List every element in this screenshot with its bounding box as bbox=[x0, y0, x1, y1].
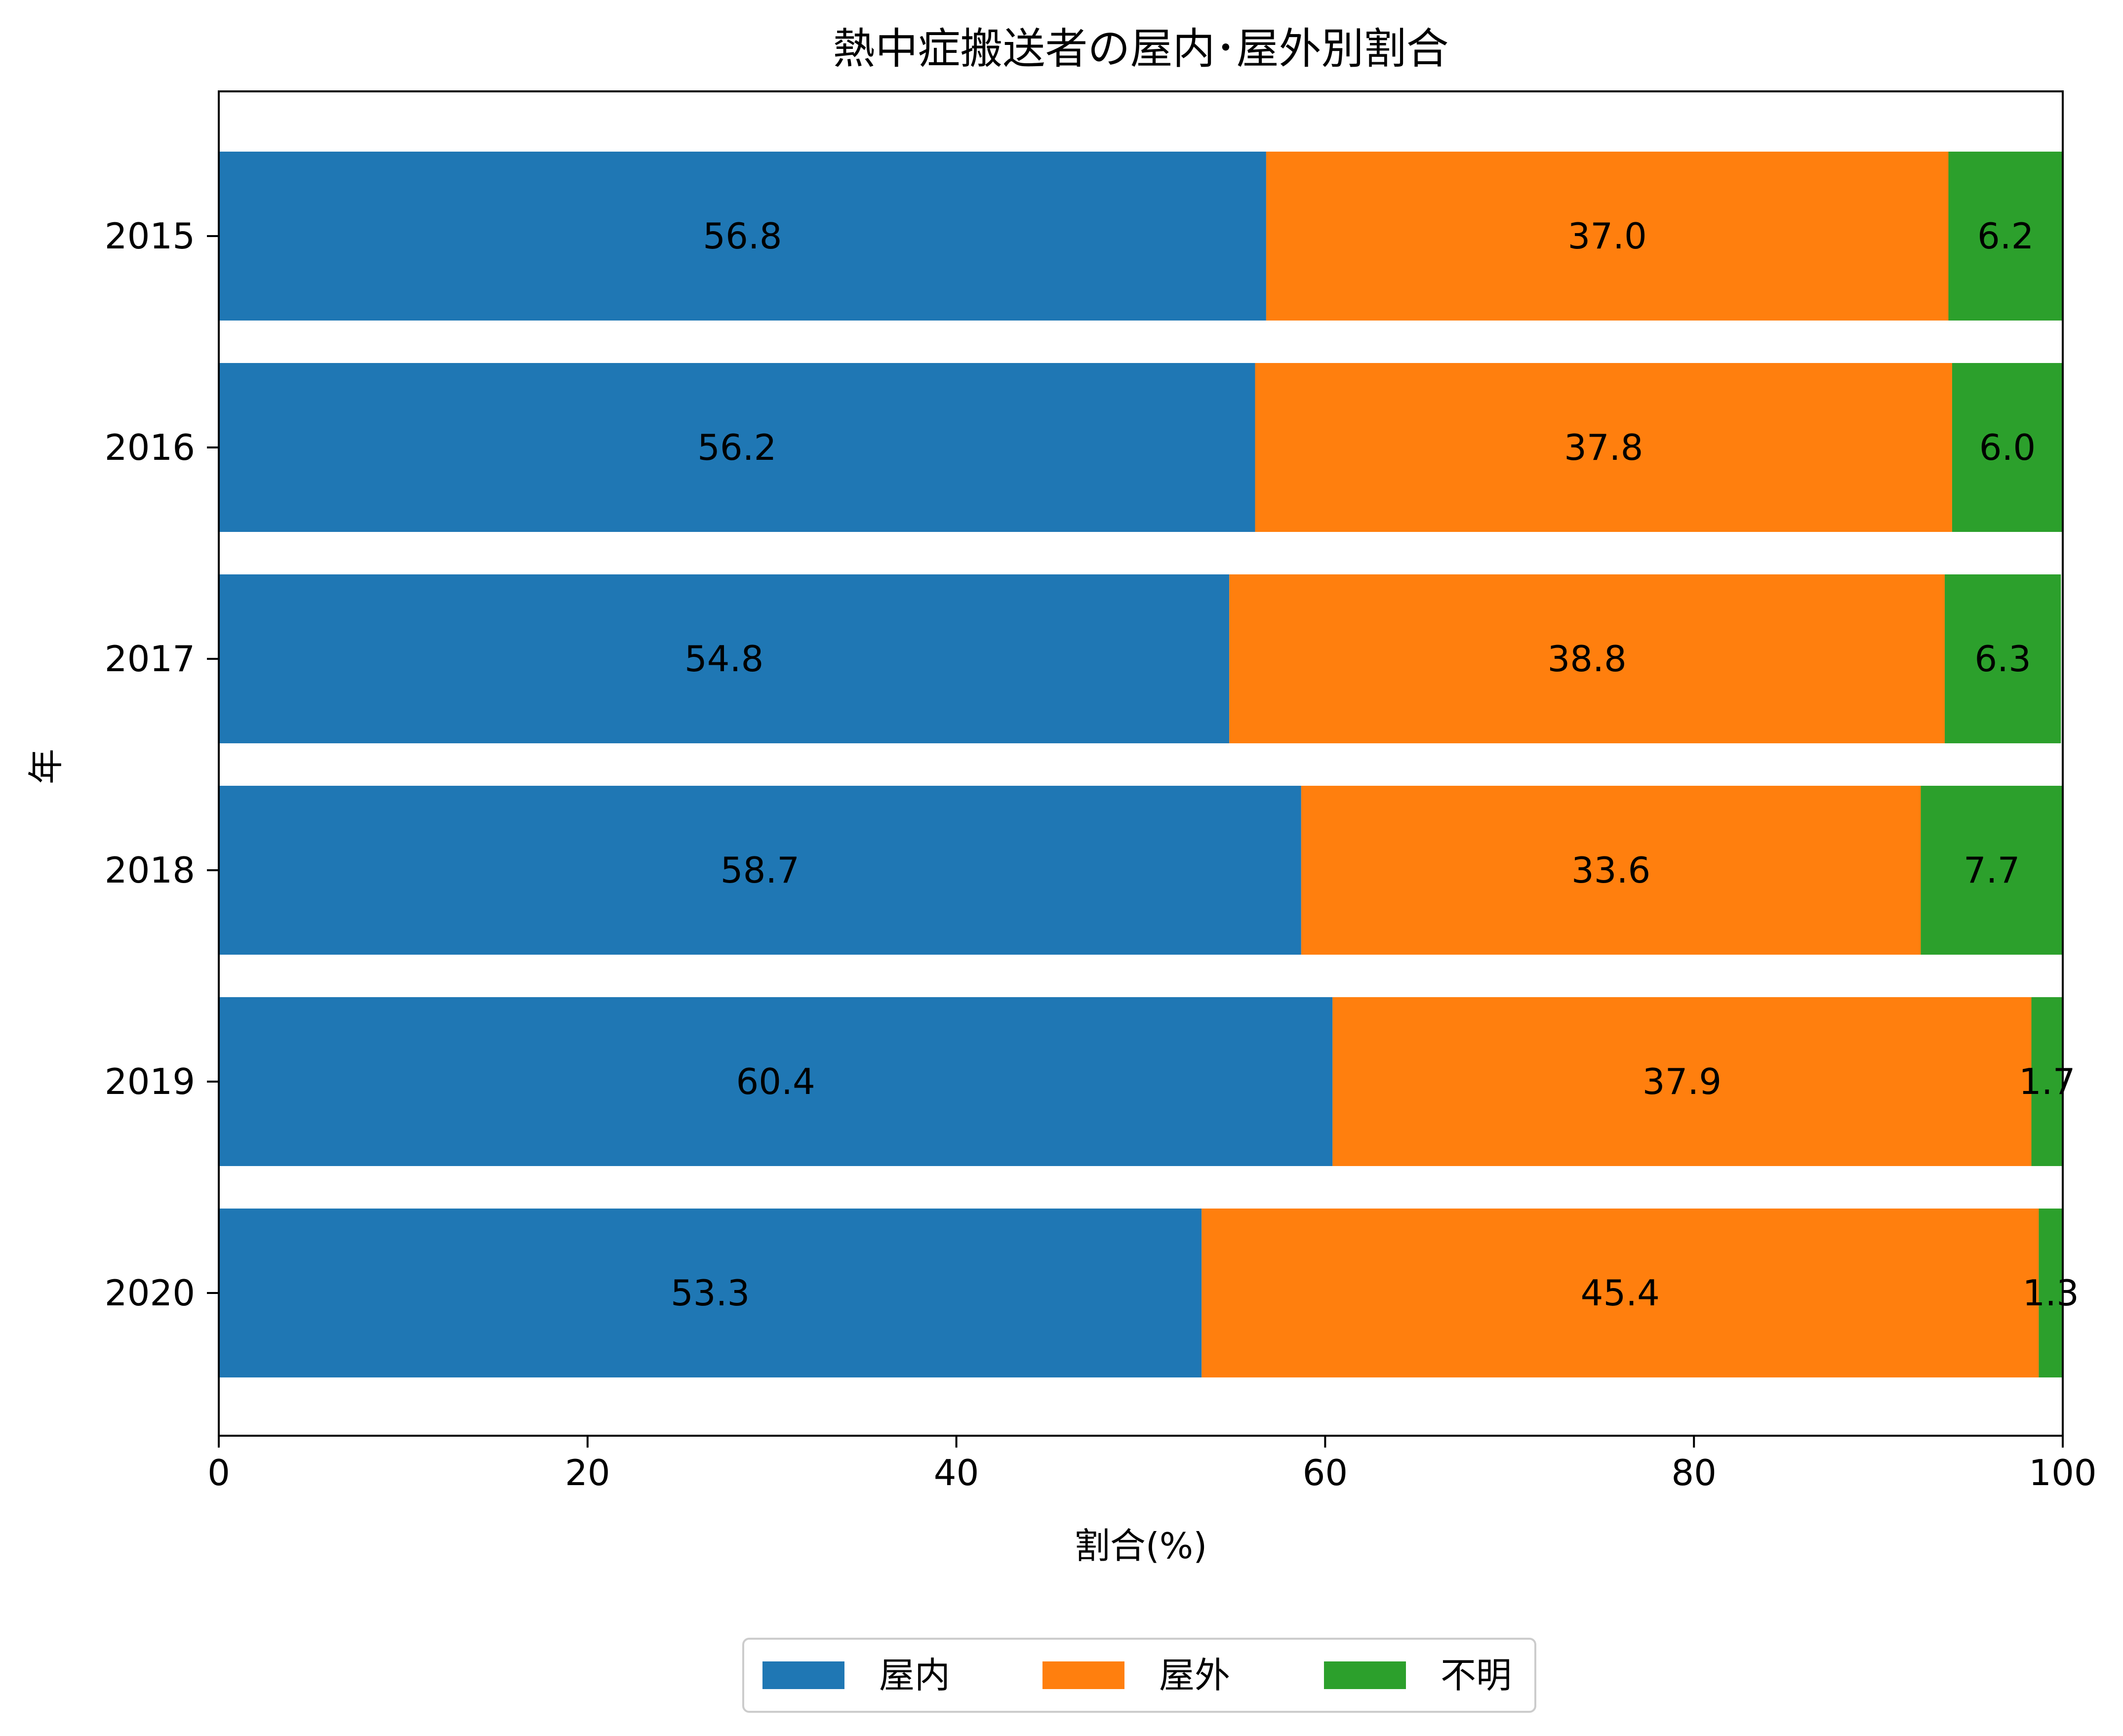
bar-label-2017-series-3: 6.3 bbox=[1974, 638, 2031, 680]
y-tick-label: 2018 bbox=[105, 849, 195, 891]
bar-label-2018-series-3: 7.7 bbox=[1963, 849, 2020, 891]
bar-2018-series-3 bbox=[1921, 786, 2063, 955]
bar-2019-series-3 bbox=[2031, 997, 2063, 1166]
bar-labels-group: 56.8 37.0 6.2 56.2 37.8 6.0 54.8 38.8 6.3 58.7 33.… bbox=[671, 215, 2079, 1314]
legend: 屋内 屋外 不明 bbox=[742, 1638, 1536, 1713]
x-tick-label: 40 bbox=[934, 1452, 979, 1494]
legend-items: 屋内 屋外 不明 bbox=[762, 1655, 1512, 1696]
bar-2020-series-2 bbox=[1202, 1209, 2039, 1377]
bar-2016-series-3 bbox=[1952, 363, 2063, 532]
bar-label-2019-series-3: 1.7 bbox=[2019, 1061, 2076, 1102]
bar-2016-series-2 bbox=[1255, 363, 1952, 532]
legend-label-series-2: 屋外 bbox=[1159, 1655, 1230, 1696]
bar-label-2017-series-1: 54.8 bbox=[684, 638, 763, 680]
y-axis-title: 年 bbox=[25, 749, 67, 784]
bar-2018-series-2 bbox=[1301, 786, 1921, 955]
bar-label-2020-series-3: 1.3 bbox=[2022, 1272, 2079, 1314]
bar-2020-series-3 bbox=[2039, 1209, 2063, 1377]
y-tick-label: 2016 bbox=[105, 427, 195, 468]
x-tick-label: 100 bbox=[2029, 1452, 2096, 1494]
bar-label-2019-series-1: 60.4 bbox=[736, 1061, 815, 1102]
y-tick-label: 2019 bbox=[105, 1061, 195, 1102]
bar-label-2019-series-2: 37.9 bbox=[1642, 1061, 1722, 1102]
bar-2019-series-2 bbox=[1332, 997, 2032, 1166]
x-axis-title: 割合(%) bbox=[1075, 1525, 1207, 1567]
chart-title: 熱中症搬送者の屋内･屋外別割合 bbox=[833, 24, 1449, 74]
bar-2016-series-1 bbox=[219, 363, 1255, 532]
bar-2015-series-2 bbox=[1266, 152, 1949, 321]
bar-label-2015-series-1: 56.8 bbox=[703, 215, 782, 257]
bar-label-2016-series-2: 37.8 bbox=[1564, 427, 1643, 468]
legend-swatch-series-1 bbox=[762, 1661, 844, 1689]
legend-swatch-series-3 bbox=[1324, 1661, 1406, 1689]
bar-label-2018-series-2: 33.6 bbox=[1571, 849, 1650, 891]
x-tick-label: 60 bbox=[1303, 1452, 1348, 1494]
legend-swatch-series-2 bbox=[1042, 1661, 1124, 1689]
plot-area-frame bbox=[218, 90, 2064, 1437]
bar-label-2015-series-2: 37.0 bbox=[1568, 215, 1647, 257]
legend-label-series-3: 不明 bbox=[1441, 1655, 1512, 1696]
bar-label-2018-series-1: 58.7 bbox=[721, 849, 800, 891]
bar-2020-series-1 bbox=[219, 1209, 1202, 1377]
bar-label-2016-series-3: 6.0 bbox=[1979, 427, 2036, 468]
bar-2019-series-1 bbox=[219, 997, 1333, 1166]
x-axis-ticks: 0 20 40 60 80 100 bbox=[207, 1436, 2097, 1494]
bars-group bbox=[219, 152, 2063, 1377]
bar-2015-series-3 bbox=[1948, 152, 2063, 321]
bar-label-2015-series-3: 6.2 bbox=[1977, 215, 2034, 257]
y-tick-label: 2015 bbox=[105, 215, 195, 257]
x-tick-label: 80 bbox=[1671, 1452, 1717, 1494]
bar-label-2020-series-1: 53.3 bbox=[671, 1272, 750, 1314]
legend-frame bbox=[742, 1638, 1536, 1713]
x-tick-label: 0 bbox=[207, 1452, 230, 1494]
bar-2018-series-1 bbox=[219, 786, 1301, 955]
y-tick-label: 2017 bbox=[105, 638, 195, 680]
bar-2017-series-3 bbox=[1945, 574, 2061, 743]
bar-2017-series-1 bbox=[219, 574, 1230, 743]
bar-2015-series-1 bbox=[219, 152, 1266, 321]
bar-label-2016-series-1: 56.2 bbox=[697, 427, 776, 468]
legend-label-series-1: 屋内 bbox=[879, 1655, 950, 1696]
bar-label-2020-series-2: 45.4 bbox=[1581, 1272, 1660, 1314]
bar-label-2017-series-2: 38.8 bbox=[1547, 638, 1626, 680]
bar-2017-series-2 bbox=[1229, 574, 1945, 743]
y-tick-label: 2020 bbox=[105, 1272, 195, 1314]
y-axis-ticks: 2015 2016 2017 2018 2019 2020 bbox=[105, 215, 219, 1314]
x-tick-label: 20 bbox=[565, 1452, 610, 1494]
